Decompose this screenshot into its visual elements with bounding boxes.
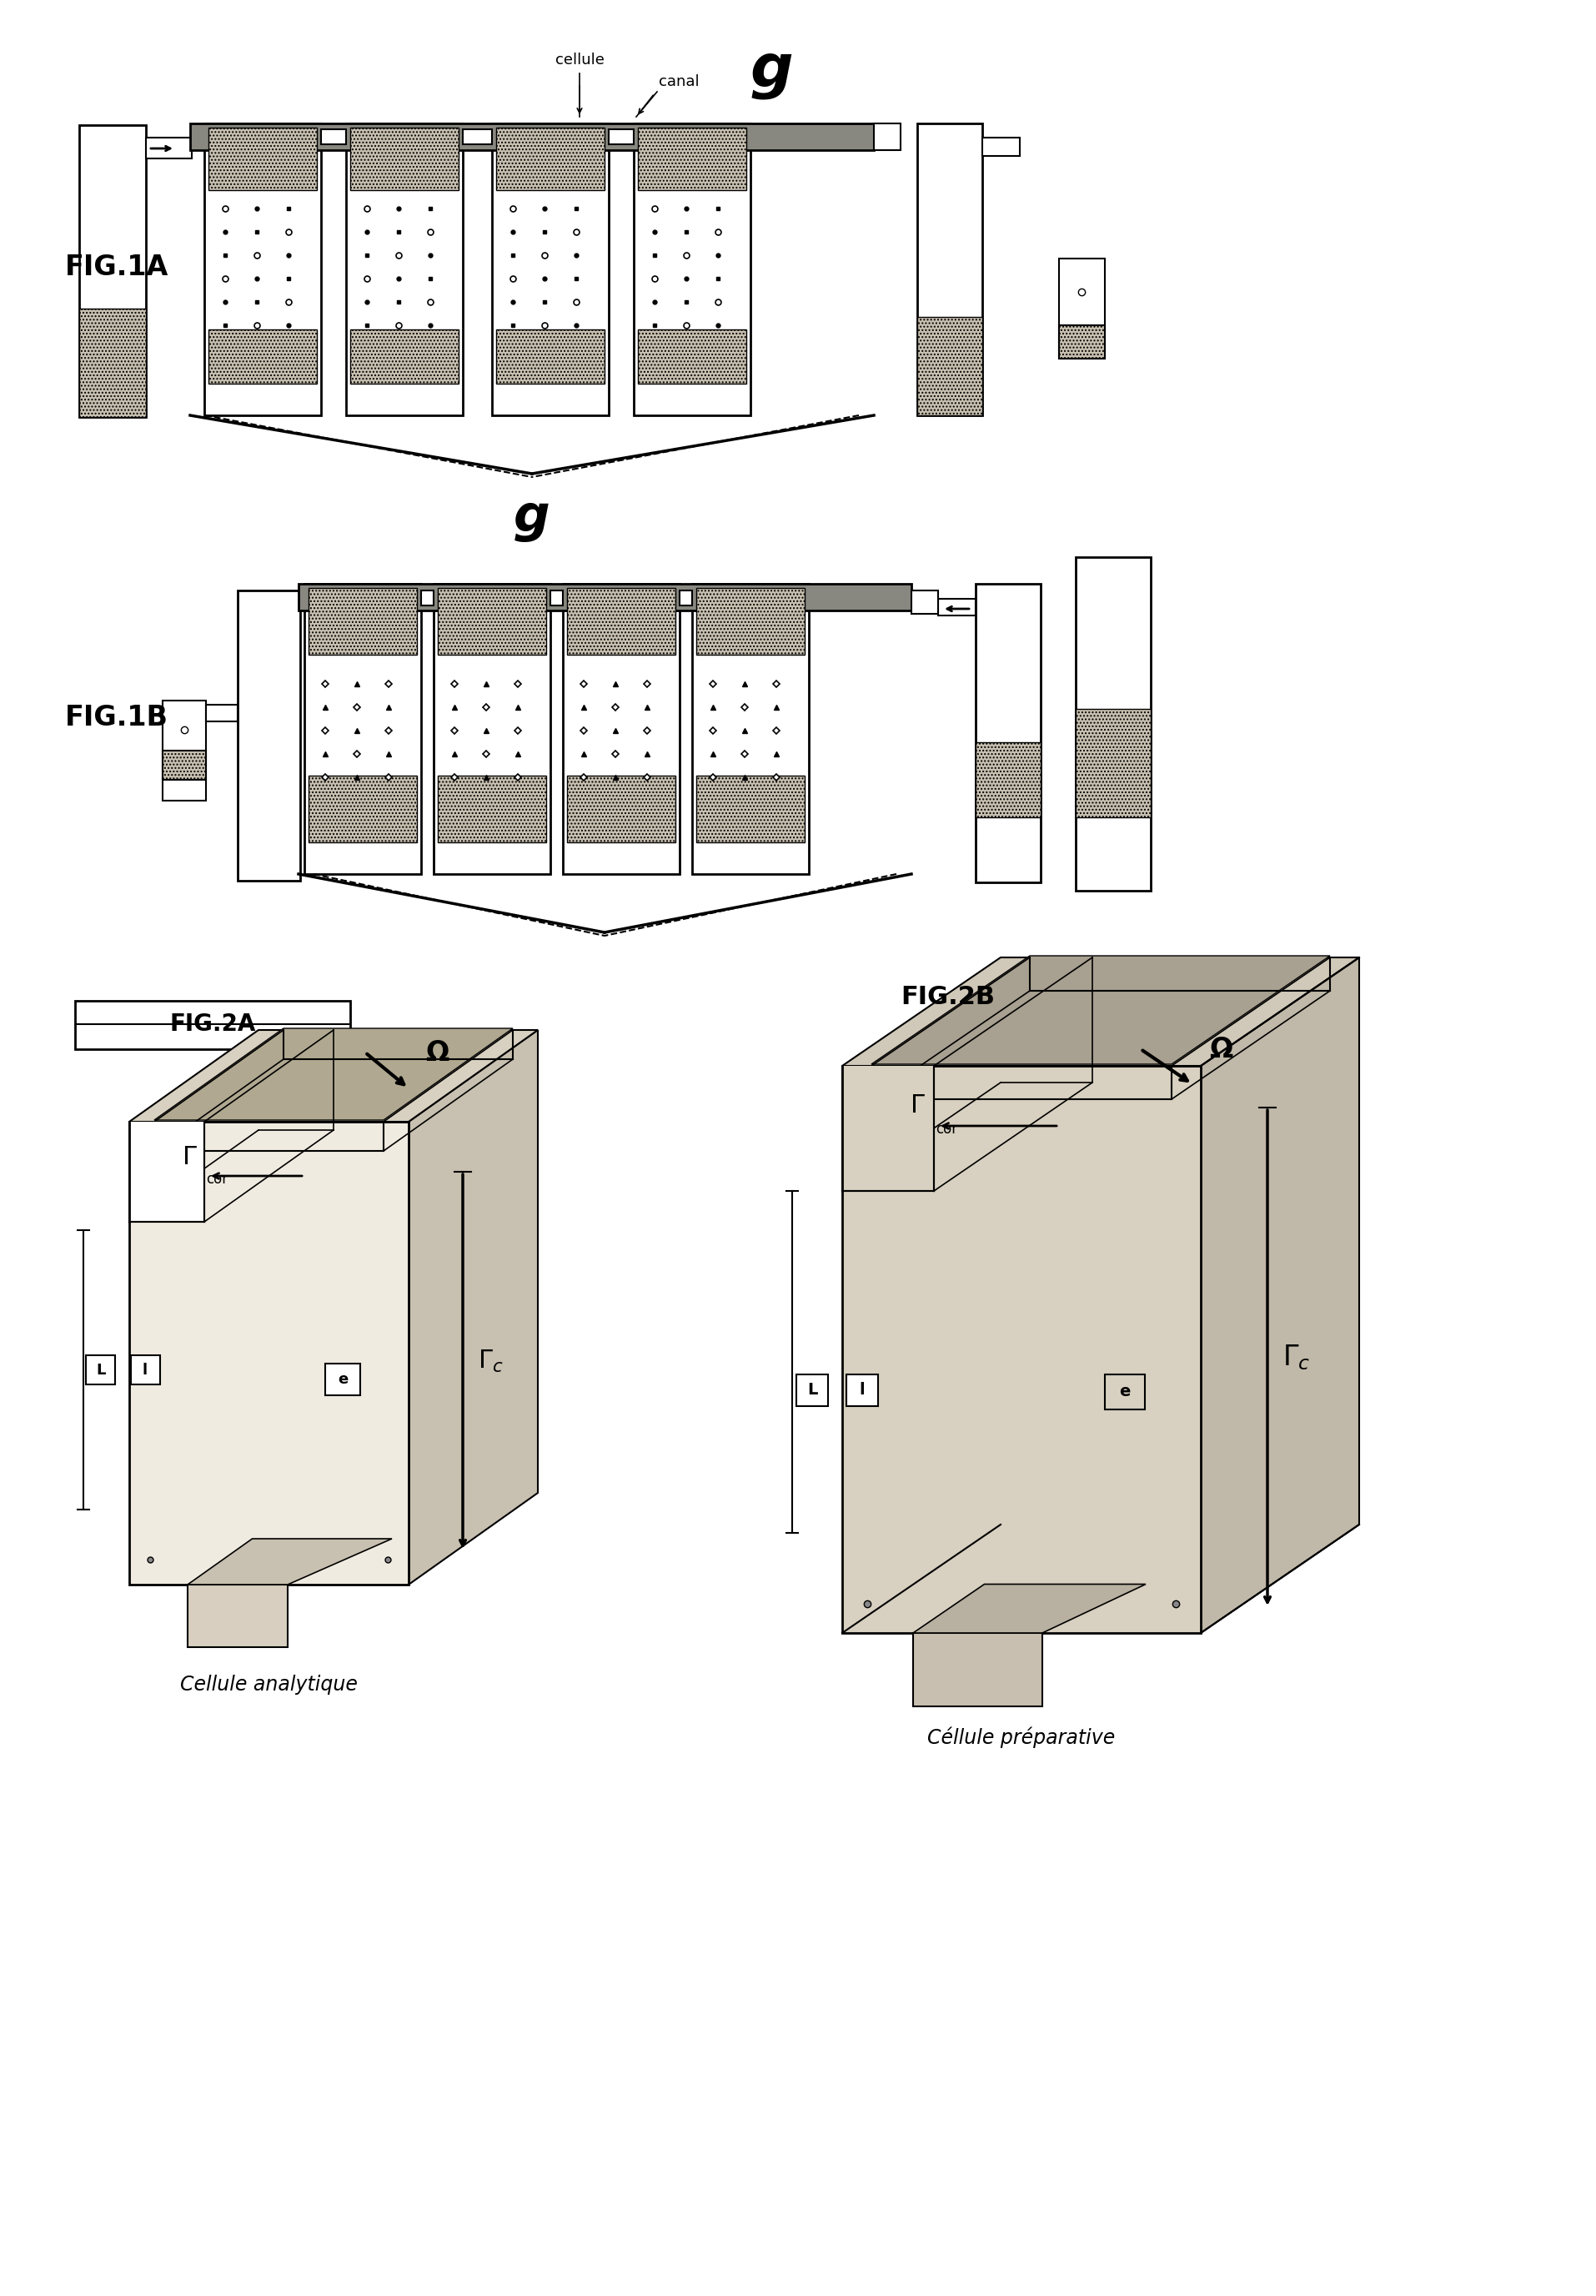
Bar [680, 590, 693, 606]
Text: cellule: cellule [555, 53, 603, 67]
Polygon shape [409, 1031, 538, 1584]
Text: e: e [338, 1373, 348, 1387]
Polygon shape [1200, 957, 1360, 1632]
Bar [434, 583, 551, 875]
Bar [308, 588, 417, 654]
Text: $\Gamma_c$: $\Gamma_c$ [477, 1348, 503, 1373]
Bar [437, 588, 546, 654]
Bar [796, 1375, 828, 1405]
Text: cor: cor [935, 1123, 958, 1137]
Bar [437, 776, 546, 843]
Text: Ω: Ω [425, 1038, 448, 1065]
Bar [129, 1123, 409, 1584]
Bar [298, 583, 911, 611]
Bar [696, 776, 804, 843]
Text: L: L [96, 1364, 105, 1378]
Text: g: g [750, 41, 793, 99]
Text: FIG.2B: FIG.2B [900, 985, 994, 1008]
Bar [696, 588, 804, 654]
Bar [843, 1065, 934, 1192]
Bar [80, 308, 145, 418]
Polygon shape [155, 1029, 512, 1120]
Text: e: e [1119, 1384, 1130, 1401]
Bar [1104, 1375, 1144, 1410]
Bar [1076, 709, 1151, 817]
Bar [634, 124, 750, 416]
Bar [350, 129, 458, 191]
Bar [238, 590, 300, 882]
Text: $\Gamma$: $\Gamma$ [910, 1093, 926, 1118]
Bar [131, 1355, 160, 1384]
Bar [608, 129, 634, 145]
Bar [918, 317, 982, 416]
Text: Céllule préparative: Céllule préparative [927, 1727, 1116, 1747]
Text: cor: cor [206, 1171, 228, 1187]
Text: $\Gamma$: $\Gamma$ [182, 1146, 198, 1169]
Text: Cellule analytique: Cellule analytique [180, 1674, 358, 1694]
Bar [350, 328, 458, 383]
Bar [496, 129, 605, 191]
Bar [567, 776, 675, 843]
Bar [1076, 558, 1151, 891]
Bar [492, 124, 608, 416]
Bar [938, 599, 975, 615]
Bar [567, 588, 675, 654]
Bar [551, 590, 563, 606]
Polygon shape [913, 1584, 1146, 1632]
Bar [693, 583, 809, 875]
Text: L: L [808, 1382, 817, 1398]
Bar [86, 1355, 115, 1384]
Bar [975, 742, 1041, 817]
Bar [463, 129, 492, 145]
Polygon shape [129, 1031, 538, 1123]
Bar [913, 1632, 1042, 1706]
Bar [145, 138, 192, 158]
Bar [918, 124, 982, 416]
Bar [75, 1001, 350, 1049]
Bar [326, 1364, 361, 1396]
Bar [1060, 259, 1104, 358]
Bar [163, 700, 206, 801]
Text: canal: canal [659, 73, 699, 90]
Text: g: g [514, 491, 551, 542]
Text: Ω: Ω [1210, 1035, 1232, 1063]
Text: $\Gamma_c$: $\Gamma_c$ [1283, 1343, 1310, 1373]
Text: l: l [859, 1382, 865, 1398]
Text: FIG.1B: FIG.1B [65, 703, 169, 730]
Bar [846, 1375, 878, 1405]
Bar [638, 328, 747, 383]
Bar [209, 129, 318, 191]
Bar [188, 1584, 287, 1646]
Bar [982, 138, 1020, 156]
Bar [496, 328, 605, 383]
Bar [129, 1123, 204, 1221]
Bar [321, 129, 346, 145]
Bar [563, 583, 680, 875]
Bar [190, 124, 875, 149]
Bar [843, 1065, 1200, 1632]
Text: FIG.2A: FIG.2A [169, 1013, 255, 1035]
Bar [305, 583, 421, 875]
Bar [346, 124, 463, 416]
Bar [638, 129, 747, 191]
Text: l: l [142, 1364, 148, 1378]
Bar [875, 124, 900, 149]
Bar [911, 590, 938, 613]
Bar [206, 705, 238, 721]
Bar [163, 751, 206, 781]
Bar [421, 590, 434, 606]
Bar [80, 124, 145, 418]
Bar [975, 583, 1041, 882]
Polygon shape [843, 957, 1360, 1065]
Polygon shape [188, 1538, 393, 1584]
Bar [209, 328, 318, 383]
Bar [1060, 326, 1104, 358]
Bar [308, 776, 417, 843]
Polygon shape [871, 955, 1329, 1063]
Text: FIG.1A: FIG.1A [65, 253, 169, 280]
Bar [204, 124, 321, 416]
